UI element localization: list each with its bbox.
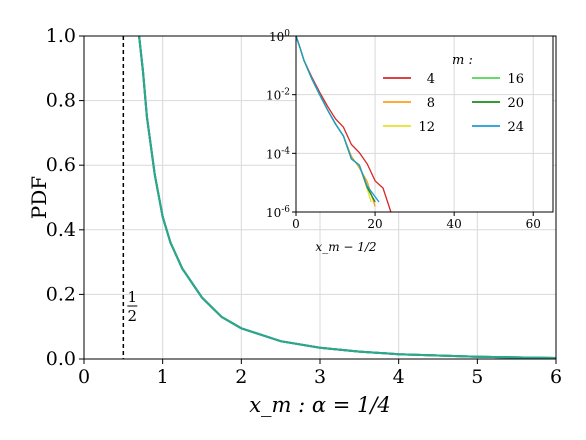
legend-label-16: 16: [507, 72, 524, 87]
main-x-ticks: 0 1 2 3 4 5 6: [78, 359, 562, 388]
inset-x-tick-label: 60: [526, 217, 541, 231]
main-y-ticks: 0.0 0.2 0.4 0.6 0.8 1.0: [46, 25, 84, 370]
inset-x-axis-label: x_m − 1/2: [315, 240, 376, 254]
main-x-tick-label: 2: [235, 366, 247, 388]
legend-label-8: 8: [427, 96, 435, 111]
half-label-denominator: 2: [128, 307, 138, 325]
inset-y-tick-label: 10-4: [266, 146, 290, 161]
main-y-tick-label: 0.0: [46, 348, 76, 370]
legend-title: m :: [452, 53, 473, 68]
inset-x-ticks: 0 20 40 60: [292, 212, 541, 231]
inset-legend: m : 4 8 12 16 20 24: [383, 53, 524, 135]
main-x-tick-label: 4: [393, 366, 405, 388]
main-y-tick-label: 0.6: [46, 154, 76, 176]
main-y-axis-label: PDF: [27, 176, 51, 219]
inset-series: [295, 35, 392, 213]
legend-label-20: 20: [507, 96, 524, 111]
inset-x-tick-label: 20: [367, 217, 382, 231]
legend-label-24: 24: [507, 120, 524, 135]
main-x-axis-label: x_m : α = 1/4: [249, 393, 391, 417]
inset-y-tick-label: 10-6: [266, 205, 290, 220]
inset-plot-frame: [295, 35, 554, 213]
inset-y-tick-label: 100: [269, 29, 290, 44]
legend-label-4: 4: [427, 72, 435, 87]
main-x-tick-label: 6: [550, 366, 562, 388]
inset-x-tick-label: 40: [447, 217, 462, 231]
main-x-tick-label: 0: [78, 366, 90, 388]
main-y-tick-label: 0.2: [46, 283, 76, 305]
main-series: [138, 35, 557, 359]
half-marker-label: 12: [127, 288, 138, 325]
main-y-tick-label: 1.0: [46, 25, 76, 47]
main-x-tick-label: 5: [471, 366, 483, 388]
main-y-tick-label: 0.4: [46, 219, 76, 241]
main-series-overlay: [138, 35, 557, 359]
main-x-tick-label: 3: [314, 366, 326, 388]
inset-y-ticks: 100 10-2 10-4 10-6: [266, 29, 296, 220]
legend-label-12: 12: [418, 120, 435, 135]
main-x-tick-label: 1: [157, 366, 169, 388]
inset-series-line-24: [295, 35, 380, 203]
inset-x-tick-label: 0: [292, 217, 300, 231]
half-label-numerator: 1: [128, 288, 138, 306]
main-y-tick-label: 0.8: [46, 90, 76, 112]
inset-y-tick-label: 10-2: [266, 88, 290, 103]
inset-background: [296, 36, 553, 212]
